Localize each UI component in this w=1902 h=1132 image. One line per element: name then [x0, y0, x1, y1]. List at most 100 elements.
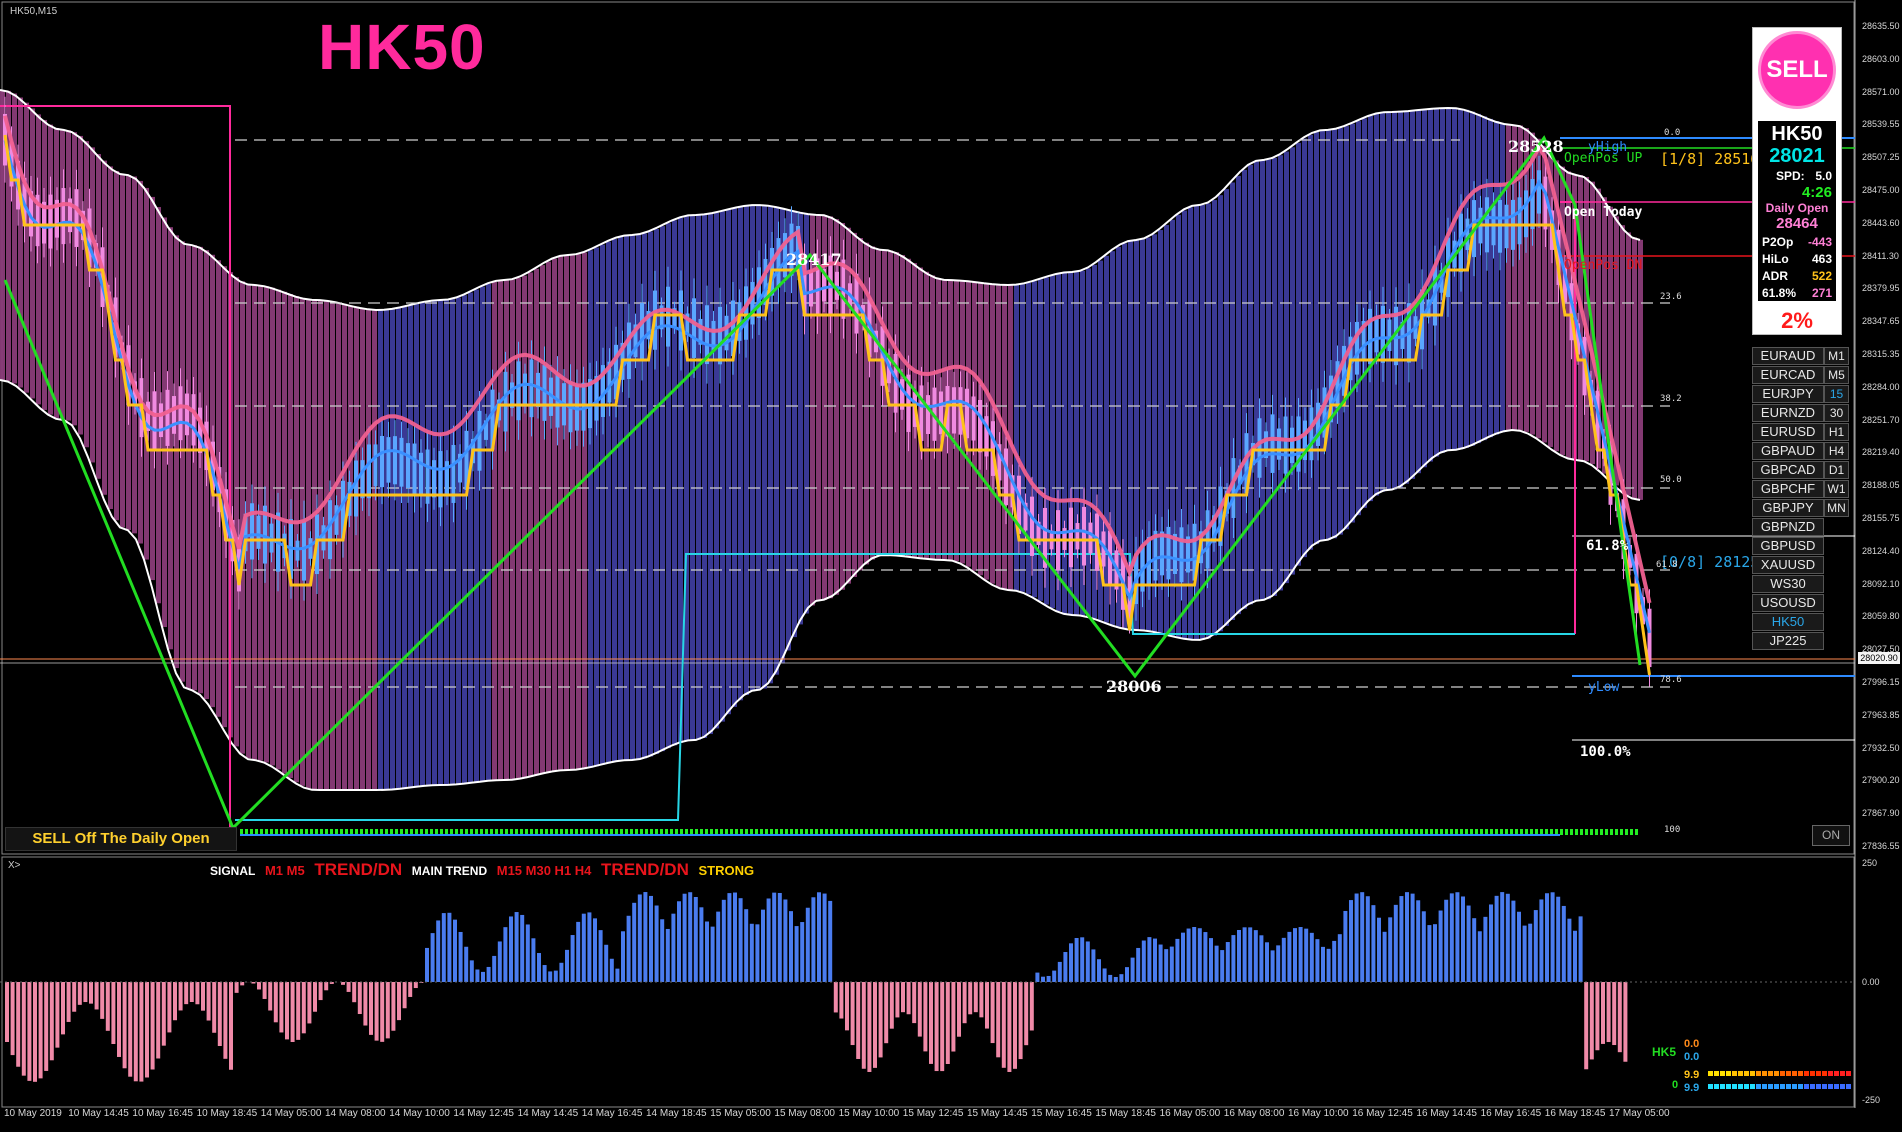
candle-body [445, 461, 449, 495]
histogram-bar [677, 901, 681, 982]
histogram-bar [1315, 939, 1320, 982]
signal-bar: SIGNAL M1 M5 TREND/DN MAIN TREND M15 M30… [210, 860, 760, 880]
timeframe-button-m5[interactable]: M5 [1824, 366, 1849, 384]
histogram-bar [453, 919, 457, 982]
histogram-bar [21, 982, 26, 1076]
histogram-bar [1248, 927, 1253, 982]
hk5-bar [1810, 1071, 1815, 1076]
band-stripe [60, 129, 65, 420]
candle-body [581, 382, 586, 431]
symbol-button-ws30[interactable]: WS30 [1752, 575, 1824, 593]
band-stripe [744, 206, 749, 696]
histogram-bar [514, 912, 519, 982]
symbol-button-eurjpy[interactable]: EURJPY [1752, 385, 1824, 403]
histogram-bar [1164, 949, 1169, 982]
histogram-bar [1119, 974, 1124, 982]
timeframe-button-m30[interactable]: 30 [1824, 404, 1849, 422]
histogram-bar [290, 982, 295, 1042]
symbol-button-hk50[interactable]: HK50 [1752, 613, 1824, 631]
band-stripe [90, 147, 95, 463]
candle-body [724, 315, 729, 351]
histogram-bar [957, 982, 961, 1037]
histogram-bar [895, 982, 900, 1018]
band-stripe [1518, 125, 1523, 431]
candle-body [1589, 379, 1593, 407]
histogram-bar [1606, 982, 1611, 1043]
candle-body [900, 379, 904, 410]
histogram-bar [33, 982, 37, 1082]
candle-body [1361, 321, 1366, 361]
timeframe-button-d1[interactable]: D1 [1824, 461, 1849, 479]
candle-body [1569, 283, 1574, 341]
histogram-bar [150, 982, 155, 1070]
indicator-tick-label: -250 [1862, 1095, 1881, 1105]
symbol-button-xauusd[interactable]: XAUUSD [1752, 556, 1824, 574]
histogram-bar [1197, 928, 1202, 982]
band-stripe [1176, 214, 1181, 638]
symbol-button-usousd[interactable]: USOUSD [1752, 594, 1824, 612]
histogram-bar [16, 982, 21, 1067]
histogram-bar [1567, 918, 1572, 982]
band-stripe [1284, 151, 1289, 584]
histogram-bar [1399, 896, 1404, 982]
histogram-bar [285, 982, 289, 1040]
histogram-bar [1617, 982, 1622, 1053]
price-tick-label: 28635.50 [1862, 21, 1900, 31]
histogram-bar [1511, 900, 1516, 982]
band-stripe [738, 207, 743, 701]
symbol-button-gbpaud[interactable]: GBPAUD [1752, 442, 1824, 460]
timeframe-button-m15[interactable]: 15 [1824, 385, 1849, 403]
sell-signal-badge[interactable]: SELL [1758, 31, 1836, 109]
symbol-button-gbpusd[interactable]: GBPUSD [1752, 537, 1824, 555]
histogram-bar [497, 941, 502, 982]
timeframe-button-m1[interactable]: M1 [1824, 347, 1849, 365]
band-stripe [420, 302, 425, 787]
histogram-bar [581, 913, 586, 982]
price-tick-label: 28251.70 [1862, 414, 1900, 425]
histogram-bar [313, 982, 317, 1012]
symbol-button-eurnzd[interactable]: EURNZD [1752, 404, 1824, 422]
timeframe-button-w1[interactable]: W1 [1824, 480, 1849, 498]
adr-label: ADR [1762, 269, 1788, 283]
symbol-button-gbpjpy[interactable]: GBPJPY [1752, 499, 1824, 517]
histogram-bar [1556, 896, 1561, 982]
histogram-bar [83, 982, 88, 1003]
panel-body: HK50 28021 SPD: 5.0 4:26 Daily Open 2846… [1758, 121, 1836, 301]
range-line [235, 553, 1575, 821]
histogram-bar [1069, 943, 1073, 982]
hk5-value-2: 0.0 [1684, 1051, 1700, 1063]
histogram-bar [1309, 932, 1314, 982]
hk5-bar [1792, 1071, 1797, 1076]
hk5-bar [1810, 1084, 1815, 1089]
symbol-button-gbpcad[interactable]: GBPCAD [1752, 461, 1824, 479]
symbol-button-jp225[interactable]: JP225 [1752, 632, 1824, 650]
histogram-bar [1612, 982, 1617, 1046]
candle-body [1192, 523, 1197, 581]
timeframe-button-h1[interactable]: H1 [1824, 423, 1849, 441]
candle-body [516, 361, 521, 421]
band-stripe [1026, 282, 1031, 595]
histogram-bar [111, 982, 116, 1045]
symbol-button-gbpchf[interactable]: GBPCHF [1752, 480, 1824, 498]
symbol-button-gbpnzd[interactable]: GBPNZD [1752, 518, 1824, 536]
on-toggle-button[interactable]: ON [1812, 825, 1850, 846]
candle-body [718, 306, 722, 365]
band-stripe [816, 214, 821, 601]
price-tick-label: 28603.00 [1862, 53, 1900, 64]
spd-label: SPD: [1776, 169, 1805, 183]
hk5-bar [1714, 1084, 1719, 1089]
histogram-bar [1365, 896, 1370, 982]
histogram-bar [257, 982, 261, 990]
symbol-button-eurusd[interactable]: EURUSD [1752, 423, 1824, 441]
band-stripe [504, 280, 509, 781]
histogram-bar [1108, 974, 1113, 982]
symbol-button-eurcad[interactable]: EURCAD [1752, 366, 1824, 384]
band-stripe [132, 176, 137, 534]
band-stripe [726, 209, 731, 715]
histogram-bar [985, 982, 989, 1029]
timeframe-button-h4[interactable]: H4 [1824, 442, 1849, 460]
timeframe-button-mn[interactable]: MN [1824, 499, 1849, 517]
band-stripe [102, 160, 107, 495]
symbol-button-euraud[interactable]: EURAUD [1752, 347, 1824, 365]
histogram-bar [637, 894, 642, 982]
